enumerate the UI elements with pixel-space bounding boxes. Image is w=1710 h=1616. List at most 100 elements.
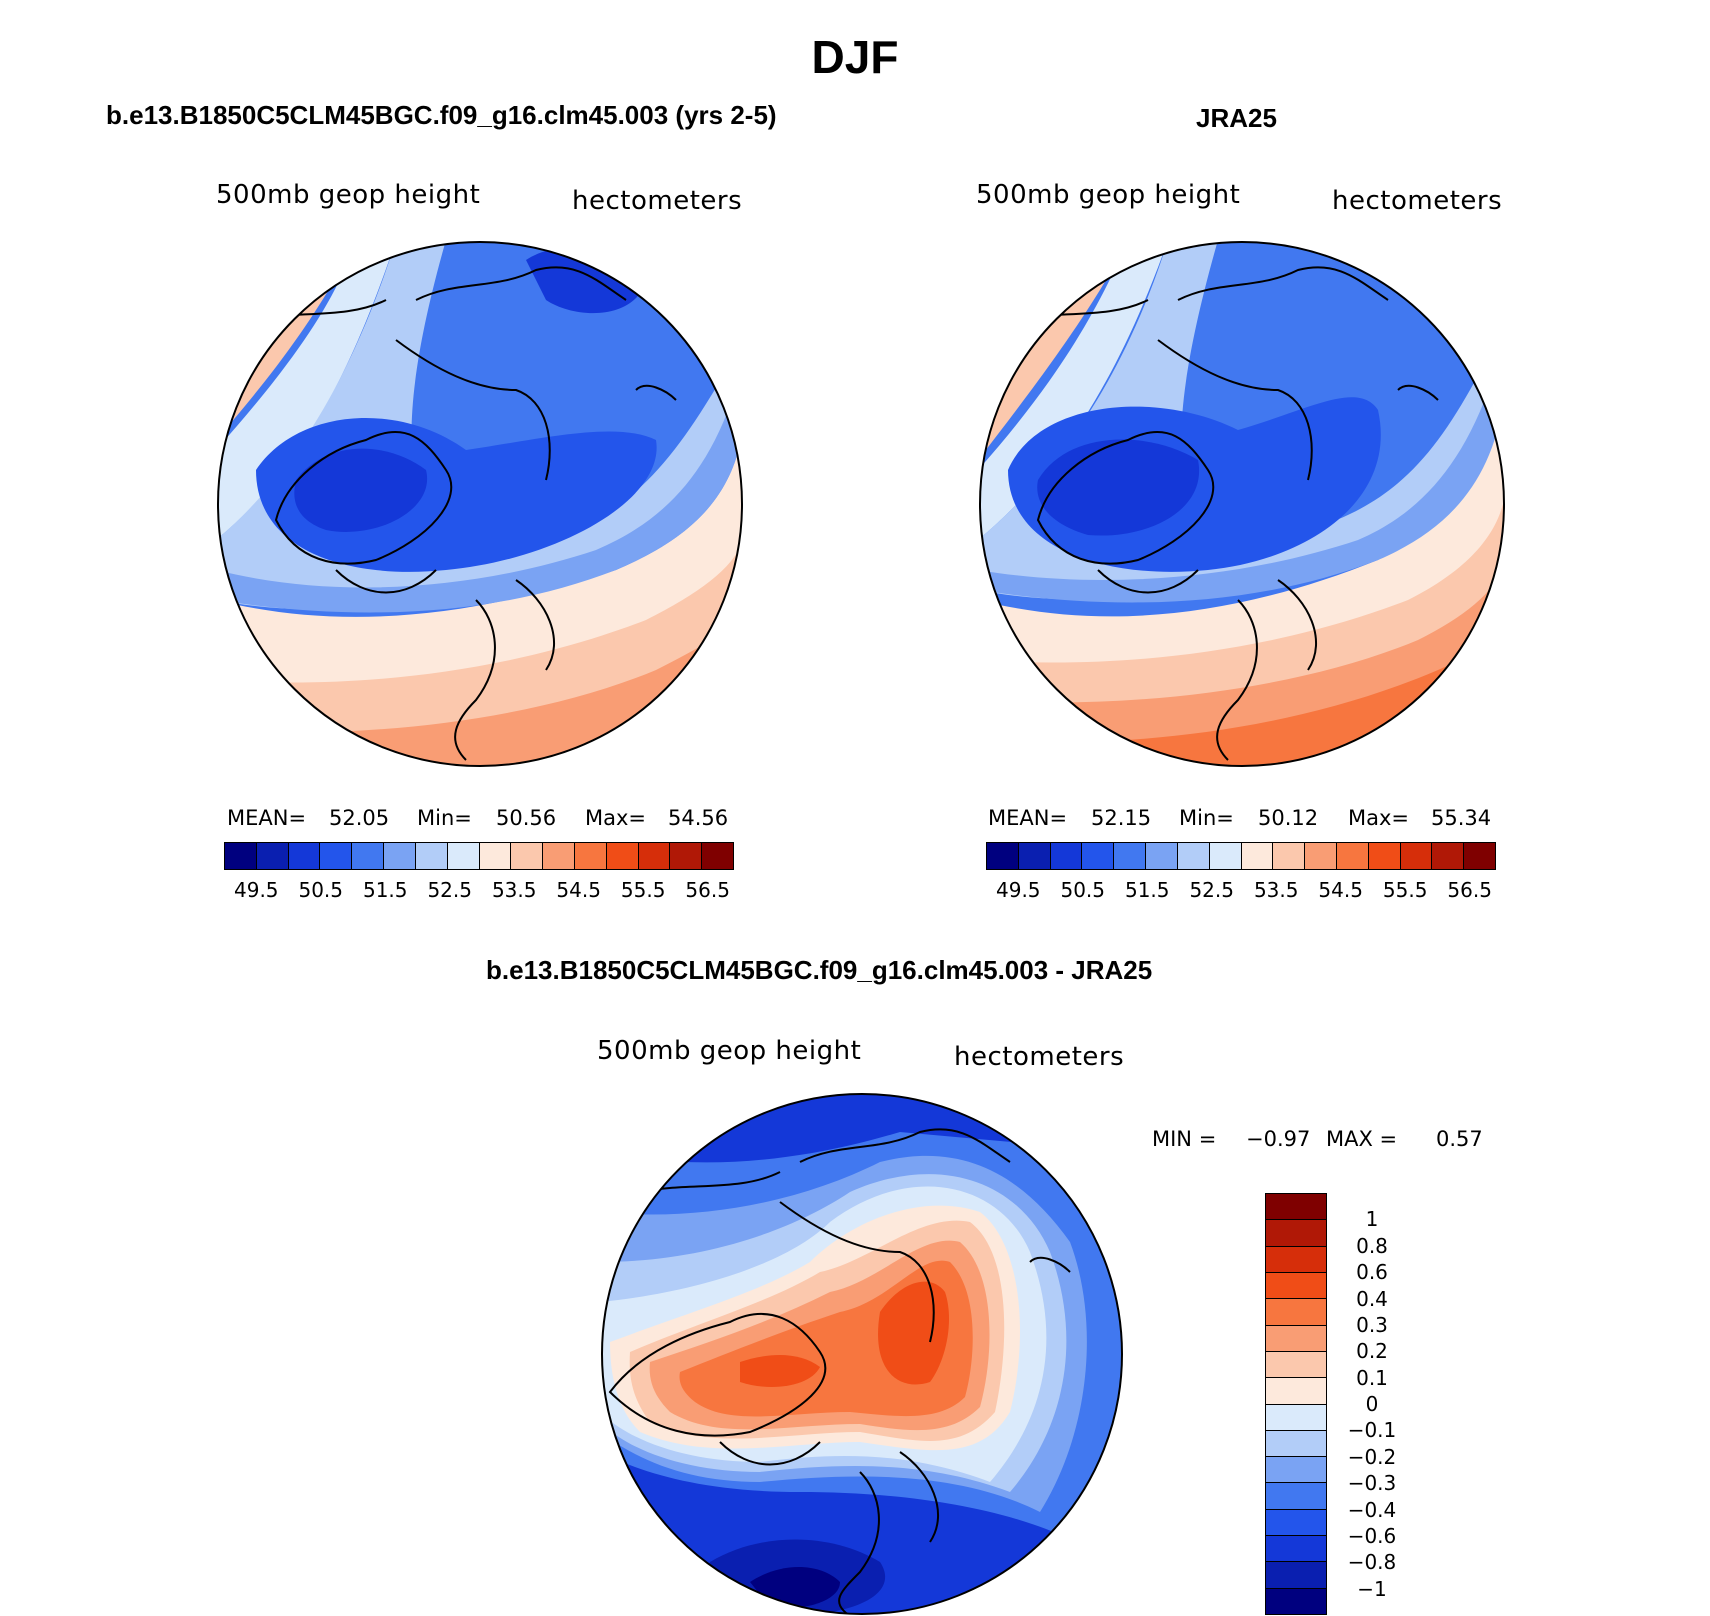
obs-colorbar-tick-label: 51.5 [1124, 878, 1170, 902]
model-mean-label: MEAN= [227, 806, 307, 830]
obs-max-label: Max= [1348, 806, 1410, 830]
diff-colorbar-label: −0.3 [1347, 1471, 1397, 1496]
diff-colorbar-label: −0.2 [1347, 1444, 1397, 1469]
diff-colorbar-segment [1266, 1483, 1326, 1510]
diff-max-label: MAX = [1326, 1127, 1398, 1151]
diff-variable-label: 500mb geop height [597, 1036, 862, 1066]
model-colorbar-segment [384, 843, 416, 869]
obs-colorbar-segment [987, 843, 1019, 869]
model-colorbar-segment [479, 843, 512, 869]
obs-colorbar [986, 842, 1496, 870]
diff-colorbar-segment [1266, 1378, 1326, 1405]
model-colorbar-segment [543, 843, 575, 869]
model-colorbar-segment [415, 843, 448, 869]
diff-colorbar-label: 1 [1365, 1207, 1379, 1232]
obs-colorbar-tick-label: 49.5 [996, 878, 1041, 902]
diff-colorbar [1265, 1193, 1327, 1615]
obs-min-value: 50.12 [1258, 806, 1319, 830]
diff-colorbar-segment [1266, 1588, 1326, 1614]
obs-colorbar-segment [1273, 843, 1306, 869]
model-colorbar-tick-label: 53.5 [491, 878, 537, 902]
obs-mean-label: MEAN= [988, 806, 1068, 830]
diff-max-value: 0.57 [1436, 1127, 1483, 1151]
diff-panel-title: b.e13.B1850C5CLM45BGC.f09_g16.clm45.003 … [486, 955, 1153, 985]
obs-colorbar-segment [1432, 843, 1465, 869]
diff-colorbar-segment [1266, 1536, 1326, 1563]
model-colorbar [224, 842, 734, 870]
model-colorbar-tick-label: 55.5 [620, 878, 666, 902]
diff-colorbar-segment [1266, 1509, 1326, 1537]
obs-polar-map [979, 241, 1505, 767]
model-colorbar-segment [225, 843, 257, 869]
model-colorbar-segment [638, 843, 671, 869]
obs-colorbar-segment [1146, 843, 1178, 869]
model-colorbar-tick-label: 52.5 [427, 878, 472, 902]
diff-colorbar-label: 0.6 [1356, 1260, 1388, 1285]
obs-colorbar-tick-label: 50.5 [1060, 878, 1106, 902]
obs-colorbar-segment [1177, 843, 1210, 869]
model-units-label: hectometers [572, 186, 743, 216]
model-colorbar-ticks: 49.5 50.5 51.5 52.5 53.5 54.5 55.5 56.5 [234, 878, 730, 902]
model-colorbar-segment [447, 843, 480, 869]
diff-colorbar-label: −0.1 [1347, 1418, 1397, 1443]
diff-polar-map [601, 1093, 1123, 1615]
model-colorbar-segment [670, 843, 703, 869]
diff-colorbar-label: −1 [1357, 1576, 1387, 1601]
model-max-label: Max= [585, 806, 647, 830]
diff-colorbar-label: 0.4 [1356, 1286, 1388, 1311]
obs-colorbar-segment [1209, 843, 1242, 869]
model-colorbar-tick-label: 50.5 [298, 878, 344, 902]
model-min-value: 50.56 [496, 806, 557, 830]
model-max-value: 54.56 [668, 806, 729, 830]
obs-colorbar-segment [1018, 843, 1051, 869]
diff-colorbar-segment [1266, 1457, 1326, 1484]
obs-colorbar-tick-label: 55.5 [1382, 878, 1428, 902]
obs-mean-value: 52.15 [1091, 806, 1152, 830]
model-colorbar-segment [320, 843, 353, 869]
model-colorbar-tick-label: 56.5 [685, 878, 730, 902]
obs-colorbar-segment [1305, 843, 1337, 869]
obs-colorbar-segment [1464, 843, 1495, 869]
diff-colorbar-segment [1266, 1351, 1326, 1379]
diff-colorbar-segment [1266, 1404, 1326, 1431]
obs-colorbar-segment [1368, 843, 1401, 869]
model-colorbar-segment [702, 843, 733, 869]
obs-colorbar-tick-label: 54.5 [1318, 878, 1363, 902]
obs-min-label: Min= [1179, 806, 1234, 830]
diff-colorbar-segment [1266, 1246, 1326, 1273]
obs-max-value: 55.34 [1431, 806, 1492, 830]
obs-colorbar-segment [1114, 843, 1147, 869]
model-mean-value: 52.05 [329, 806, 390, 830]
model-polar-map [217, 241, 743, 767]
obs-colorbar-tick-label: 52.5 [1189, 878, 1234, 902]
diff-colorbar-label: 0.1 [1356, 1365, 1388, 1390]
diff-units-label: hectometers [954, 1042, 1125, 1072]
obs-colorbar-segment [1241, 843, 1274, 869]
model-colorbar-segment [606, 843, 639, 869]
obs-variable-label: 500mb geop height [976, 180, 1241, 210]
diff-colorbar-segment [1266, 1272, 1326, 1300]
diff-colorbar-label: −0.4 [1347, 1497, 1397, 1522]
diff-colorbar-label: −0.8 [1347, 1550, 1397, 1575]
diff-colorbar-label: 0.8 [1356, 1233, 1388, 1258]
main-title: DJF [811, 31, 899, 83]
model-colorbar-segment [574, 843, 607, 869]
diff-colorbar-label: 0 [1365, 1392, 1379, 1416]
diff-colorbar-label: 0.2 [1356, 1339, 1388, 1364]
diff-colorbar-segment [1266, 1562, 1326, 1589]
diff-colorbar-segment [1266, 1220, 1326, 1247]
obs-colorbar-segment [1050, 843, 1083, 869]
model-variable-label: 500mb geop height [216, 180, 481, 210]
obs-panel-title: JRA25 [1196, 103, 1277, 133]
obs-colorbar-segment [1082, 843, 1115, 869]
model-colorbar-segment [256, 843, 289, 869]
obs-colorbar-ticks: 49.5 50.5 51.5 52.5 53.5 54.5 55.5 56.5 [996, 878, 1492, 902]
diff-colorbar-segment [1266, 1194, 1326, 1221]
obs-colorbar-tick-label: 56.5 [1447, 878, 1492, 902]
obs-colorbar-tick-label: 53.5 [1253, 878, 1299, 902]
model-colorbar-segment [352, 843, 385, 869]
model-colorbar-tick-label: 51.5 [362, 878, 408, 902]
model-colorbar-tick-label: 49.5 [234, 878, 279, 902]
diff-colorbar-label: 0.3 [1356, 1312, 1388, 1337]
model-min-label: Min= [417, 806, 472, 830]
